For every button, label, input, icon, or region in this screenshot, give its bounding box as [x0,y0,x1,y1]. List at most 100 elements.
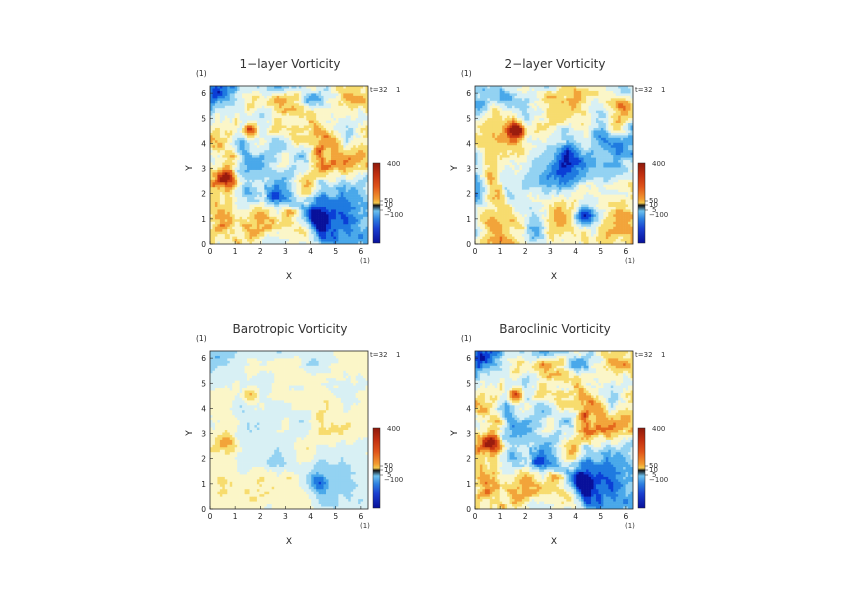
x-tick-label: 2 [523,512,528,521]
x-unit-label: (1) [360,522,370,530]
time-label: t=32 [635,351,653,359]
x-tick-label: 4 [573,512,578,521]
colorbar-tick-label: 10 [384,201,393,209]
field-2-layer [475,86,633,244]
x-ticks: 0 1 2 3 4 5 6 [208,241,363,256]
x-tick-label: 0 [208,512,213,521]
x-tick-label: 6 [358,512,363,521]
colorbar [637,162,646,244]
x-tick-label: 0 [473,247,478,256]
y-tick-label: 0 [466,240,471,249]
y-tick-label: 6 [466,354,471,363]
x-ticks: 0 1 2 3 4 5 6 [473,506,628,521]
time-label: t=32 [370,351,388,359]
time-label: t=32 [635,86,653,94]
y-tick-label: 3 [466,430,471,439]
y-tick-label: 0 [466,505,471,514]
y-tick-label: 4 [201,139,206,148]
colorbar-tick-label: 10 [649,201,658,209]
field-barotropic [210,351,368,509]
x-tick-label: 4 [573,247,578,256]
x-unit-label: (1) [625,257,635,265]
y-tick-label: 4 [201,404,206,413]
colorbar-tick-label: 50 [649,197,658,205]
y-axis-label: Y [450,165,460,172]
y-unit-label: (1) [461,334,472,343]
y-tick-label: 2 [466,190,471,199]
colorbar-tick-label: 5 [652,206,656,214]
panel-barotropic-vorticity: Barotropic Vorticity (1) 0 1 2 3 4 5 6 0 1 2 3 4 5 6… [185,322,403,547]
x-tick-label: 5 [333,512,338,521]
plot-frame [209,85,369,245]
y-tick-label: 4 [466,404,471,413]
x-ticks: 0 1 2 3 4 5 6 [208,506,363,521]
x-tick-label: 5 [598,247,603,256]
field-1-layer [210,86,368,244]
panel-1-layer-vorticity: 1−layer Vorticity (1) 0 1 2 3 4 5 6 0 1 2 3 4 5 6 (1… [185,57,403,282]
time-suffix: 1 [661,351,665,359]
colorbar-tick-label: −100 [649,211,668,219]
time-suffix: 1 [396,86,400,94]
colorbar-tick-label: 400 [387,425,400,433]
y-tick-label: 1 [201,215,206,224]
x-axis-label: X [286,272,292,282]
plot-frame [474,85,634,245]
colorbar [372,162,381,244]
colorbar-tick-label: 50 [384,197,393,205]
x-ticks: 0 1 2 3 4 5 6 [473,241,628,256]
x-tick-label: 1 [233,512,238,521]
y-tick-label: 6 [201,89,206,98]
x-tick-label: 2 [523,247,528,256]
plot-frame [209,350,369,510]
colorbar-tick-label: 10 [649,466,658,474]
y-axis-label: Y [185,430,195,437]
colorbar-tick-label: 400 [387,160,400,168]
y-tick-label: 6 [466,89,471,98]
colorbar-tick-label: 50 [384,462,393,470]
x-axis-label: X [286,537,292,547]
x-tick-label: 1 [498,247,503,256]
colorbar [372,427,381,509]
y-axis-label: Y [185,165,195,172]
y-ticks: 0 1 2 3 4 5 6 [201,89,213,249]
x-tick-label: 2 [258,247,263,256]
panel-title: Barotropic Vorticity [232,322,347,336]
x-tick-label: 3 [548,512,553,521]
x-unit-label: (1) [625,522,635,530]
x-tick-label: 3 [548,247,553,256]
colorbar-tick-label: 50 [649,462,658,470]
y-unit-label: (1) [461,69,472,78]
time-suffix: 1 [396,351,400,359]
x-tick-label: 6 [623,512,628,521]
y-tick-label: 0 [201,505,206,514]
y-tick-label: 1 [201,480,206,489]
y-tick-label: 5 [201,379,206,388]
y-unit-label: (1) [196,69,207,78]
y-tick-label: 5 [466,114,471,123]
y-tick-label: 2 [201,190,206,199]
y-tick-label: 3 [201,165,206,174]
panel-title: Baroclinic Vorticity [499,322,611,336]
x-tick-label: 0 [208,247,213,256]
x-axis-label: X [551,272,557,282]
y-ticks: 0 1 2 3 4 5 6 [466,89,478,249]
colorbar-tick-label: −100 [384,476,403,484]
y-tick-label: 1 [466,480,471,489]
panel-title: 2−layer Vorticity [505,57,606,71]
colorbar-tick-label: 400 [652,160,665,168]
colorbar-tick-label: −100 [649,476,668,484]
time-suffix: 1 [661,86,665,94]
colorbar [637,427,646,509]
x-tick-label: 3 [283,512,288,521]
y-tick-label: 3 [201,430,206,439]
x-axis-label: X [551,537,557,547]
x-tick-label: 0 [473,512,478,521]
y-ticks: 0 1 2 3 4 5 6 [201,354,213,514]
y-tick-label: 6 [201,354,206,363]
x-tick-label: 6 [358,247,363,256]
colorbar-tick-label: −100 [384,211,403,219]
plot-frame [474,350,634,510]
